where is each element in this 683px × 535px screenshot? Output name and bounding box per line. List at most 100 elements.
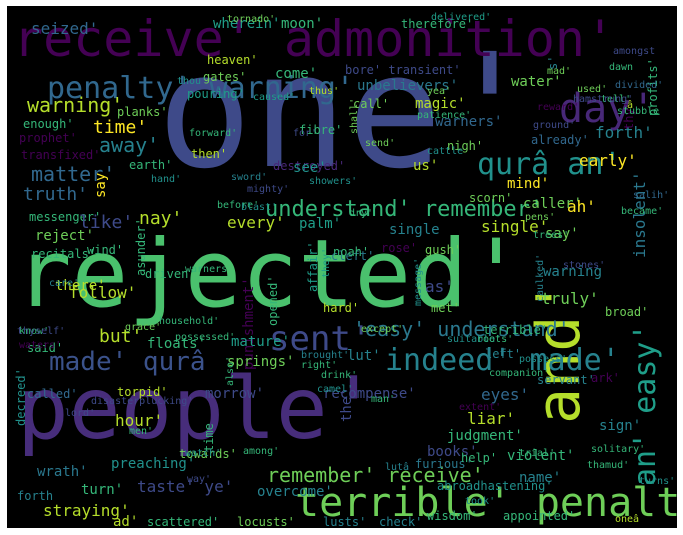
cloud-word: turn' — [81, 482, 123, 498]
cloud-word: watch' — [185, 448, 221, 459]
cloud-word: cleft' — [331, 249, 374, 263]
cloud-word: appointed' — [503, 509, 575, 523]
cloud-word: dry' — [349, 208, 373, 219]
cloud-word: solitary' — [591, 444, 645, 455]
cloud-word: but' — [99, 326, 142, 347]
cloud-word: hand' — [151, 174, 181, 185]
cloud-word: mature' — [231, 334, 290, 350]
cloud-word: lut' — [347, 348, 381, 364]
cloud-word: took' — [465, 496, 495, 507]
cloud-word: stubble — [617, 106, 659, 117]
cloud-word: qurâ an' — [477, 147, 622, 182]
cloud-word: transfixed' — [21, 148, 100, 162]
cloud-word: â — [627, 99, 633, 111]
cloud-word: thou' — [177, 76, 207, 87]
cloud-word: warners' — [435, 114, 502, 130]
cloud-word: already' — [531, 133, 589, 147]
cloud-word: taste' ye' — [137, 477, 233, 496]
cloud-word: truth' — [23, 184, 88, 205]
cloud-word: also' — [225, 356, 236, 386]
cloud-word: they' — [321, 248, 332, 278]
cloud-word: decreed' — [14, 368, 28, 426]
cloud-word: torpid' — [117, 385, 168, 399]
cloud-word: understand' remember' — [265, 197, 543, 222]
cloud-word: pouring' — [187, 87, 245, 101]
cloud-word: care' — [49, 278, 79, 289]
cloud-word: used' — [577, 84, 607, 95]
cloud-word: towards' — [179, 447, 237, 461]
cloud-word: receive' admonition' — [13, 10, 615, 68]
cloud-word: grace' — [125, 322, 161, 333]
cloud-word: tornado' — [227, 14, 275, 25]
cloud-word: ground' — [533, 120, 575, 131]
cloud-word: sign' — [599, 418, 641, 434]
cloud-word: men' — [129, 426, 153, 437]
cloud-word: help' — [461, 451, 497, 465]
cloud-word: nigh' — [447, 139, 483, 153]
cloud-word: furious' — [415, 457, 473, 471]
cloud-word: ad' — [113, 514, 138, 528]
cloud-word: hard' — [323, 301, 359, 315]
cloud-word: s' — [546, 56, 560, 70]
cloud-word: roots' — [477, 334, 513, 345]
cloud-word: ah' — [567, 197, 596, 216]
cloud-word: mad' — [547, 66, 571, 77]
cloud-word: warning — [543, 264, 602, 280]
cloud-word: early' — [579, 151, 637, 170]
cloud-word: made' qurâ — [49, 347, 206, 377]
cloud-word: delivered' — [431, 12, 491, 23]
cloud-word: shall' — [349, 98, 360, 134]
cloud-word: one' — [157, 20, 538, 204]
cloud-word: companion' — [489, 368, 549, 379]
cloud-word: waters' — [19, 340, 61, 351]
cloud-word: wisdom' — [427, 509, 478, 523]
cloud-word: dawn — [609, 62, 633, 73]
cloud-word: forth' — [595, 123, 653, 142]
cloud-word: forward' — [189, 128, 237, 139]
cloud-word: reward' — [537, 102, 579, 113]
cloud-word: gush' — [425, 243, 461, 257]
cloud-word: earth' — [129, 158, 172, 172]
cloud-word: hour' — [115, 411, 163, 430]
cloud-word: divided' — [615, 80, 663, 91]
cloud-word: enough' — [23, 117, 74, 131]
cloud-word: profits' — [646, 58, 660, 116]
cloud-word: tell' — [601, 94, 631, 105]
cloud-word: thyself' — [17, 326, 65, 337]
cloud-word: as' — [425, 277, 454, 296]
cloud-word: time — [202, 423, 216, 452]
cloud-word: then' — [191, 147, 227, 161]
cloud-word: rejected' — [15, 220, 524, 329]
cloud-word: sword' — [231, 172, 267, 183]
cloud-word: know' — [19, 326, 49, 337]
cloud-word: turns' — [639, 476, 675, 487]
cloud-word: camel' — [317, 384, 353, 395]
cloud-word: gates' — [203, 70, 246, 84]
cloud-word: lutâ — [385, 461, 409, 473]
cloud-word: preaching' — [111, 456, 195, 472]
cloud-word: recompense' — [323, 386, 416, 402]
cloud-word: name' — [519, 470, 561, 486]
word-cloud-canvas: one' rejected' people' receive' admonition'… — [13, 10, 677, 528]
cloud-word: unbelievers' — [357, 78, 458, 94]
cloud-word: wrath' — [37, 464, 88, 480]
cloud-word: check' — [379, 515, 422, 528]
cloud-word: drink' — [321, 370, 357, 381]
cloud-word: day' — [559, 86, 655, 132]
cloud-word: wherein' — [213, 16, 280, 32]
cloud-word: terrible' — [483, 323, 548, 337]
cloud-word: thy' — [622, 101, 636, 130]
cloud-word: household' — [159, 316, 219, 327]
cloud-word: time' — [93, 117, 147, 138]
cloud-word: broad' — [605, 305, 648, 319]
cloud-word: see' — [293, 160, 327, 176]
cloud-word: thus' — [309, 86, 339, 97]
cloud-word: wind' — [87, 243, 123, 257]
word-cloud: one' rejected' people' receive' admonition'… — [7, 6, 677, 528]
cloud-word: brought' — [301, 350, 349, 361]
cloud-word: affair' — [306, 241, 320, 292]
cloud-word: nay' — [139, 208, 182, 229]
cloud-word: bore' transient' — [345, 63, 461, 77]
cloud-word: mighty' — [247, 184, 289, 195]
